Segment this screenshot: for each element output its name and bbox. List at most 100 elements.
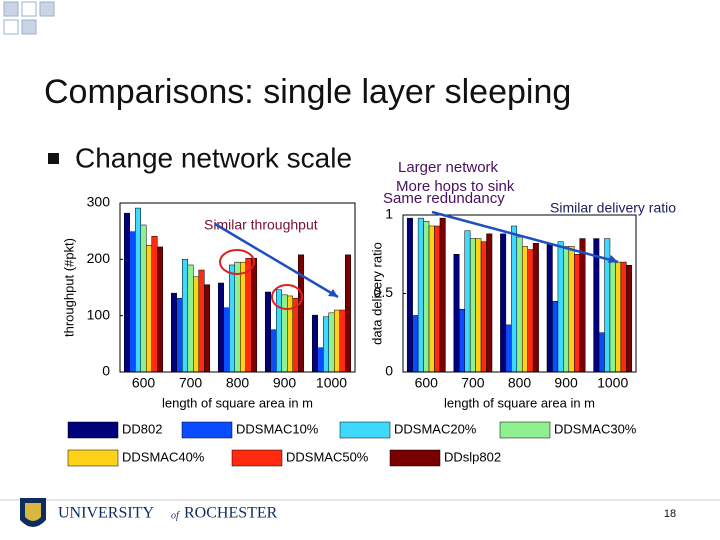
bar — [245, 257, 252, 373]
bar — [620, 261, 627, 373]
y-tick-label: 0 — [385, 363, 393, 379]
legend-label: DDSMAC50% — [286, 449, 369, 464]
bar — [228, 264, 235, 373]
x-tick-label: 700 — [461, 375, 485, 391]
bar — [475, 238, 482, 373]
legend-swatch — [231, 449, 283, 467]
bar — [223, 307, 230, 373]
bar — [609, 261, 616, 373]
bar — [615, 261, 622, 373]
bar — [412, 315, 419, 373]
bar — [170, 292, 177, 373]
bar — [275, 289, 282, 373]
y-axis-label: throughput (#pkt) — [61, 238, 76, 337]
bar — [521, 246, 528, 373]
bar — [140, 224, 147, 373]
legend-swatch — [67, 449, 119, 467]
bar — [240, 261, 247, 373]
bar — [345, 254, 352, 373]
bar — [557, 241, 564, 373]
bar — [157, 246, 164, 373]
bar — [264, 291, 271, 373]
plot-frame — [119, 202, 356, 373]
bar — [423, 221, 430, 373]
x-axis-label: length of square area in m — [162, 395, 313, 410]
logo: UNIVERSITY of ROCHESTER — [20, 498, 278, 527]
y-tick-label: 0.5 — [374, 284, 394, 300]
bar — [500, 233, 507, 373]
x-tick-label: 800 — [508, 375, 532, 391]
x-tick-label: 700 — [179, 375, 203, 391]
legend-swatch — [339, 421, 391, 439]
y-tick-label: 300 — [87, 194, 111, 210]
bar — [134, 207, 141, 373]
bar — [516, 236, 523, 373]
bar — [123, 212, 130, 373]
y-tick-label: 100 — [87, 306, 111, 322]
logo-text: of — [171, 510, 180, 521]
bar — [593, 238, 600, 373]
annotation: Similar delivery ratio — [550, 200, 676, 216]
annotation: Similar throughput — [204, 217, 318, 233]
bar — [568, 246, 575, 373]
bar — [459, 308, 465, 373]
bar — [298, 254, 305, 373]
page-number: 18 — [664, 508, 676, 520]
x-tick-label: 1000 — [316, 375, 347, 391]
annotation: Larger network — [398, 159, 499, 176]
bar — [251, 257, 258, 373]
bar — [469, 238, 476, 373]
legend-label: DDSMAC40% — [122, 449, 205, 464]
highlights — [214, 210, 619, 310]
bar — [198, 269, 205, 373]
bar — [453, 254, 460, 373]
bullet-text: Change network scale — [75, 142, 352, 173]
legend-swatch — [499, 421, 551, 439]
bar — [527, 249, 534, 373]
plot-frame — [402, 214, 637, 373]
bar — [217, 282, 224, 373]
bar — [574, 254, 580, 373]
y-tick-label: 1 — [385, 206, 393, 222]
x-tick-label: 800 — [226, 375, 250, 391]
bar — [417, 217, 424, 373]
y-axis-label: data delivery ratio — [369, 242, 384, 345]
bar — [464, 230, 471, 373]
legend-swatch — [389, 449, 441, 467]
annotation: Same redundancy — [383, 190, 505, 207]
legend-label: DDSMAC20% — [394, 421, 477, 436]
bar — [532, 243, 539, 373]
legend-label: DDSMAC10% — [236, 421, 319, 436]
bar — [546, 243, 553, 373]
bar — [193, 276, 200, 373]
bar — [181, 259, 188, 373]
bar — [292, 297, 299, 373]
annotation: More hops to sink — [396, 178, 515, 195]
bar — [598, 332, 605, 373]
logo-text: UNIVERSITY — [58, 505, 154, 522]
legend-swatch — [181, 421, 233, 439]
bar — [328, 312, 335, 373]
corner-decoration — [3, 1, 55, 35]
bar — [270, 329, 277, 373]
bar — [439, 217, 446, 373]
bar — [626, 264, 633, 373]
x-tick-label: 600 — [415, 375, 439, 391]
x-tick-label: 900 — [273, 375, 297, 391]
bar — [281, 294, 288, 373]
bar — [311, 314, 318, 373]
legend-label: DDslp802 — [444, 449, 501, 464]
bar — [334, 309, 341, 373]
bar — [176, 297, 183, 373]
legend-label: DD802 — [122, 421, 162, 436]
logo-text: ROCHESTER — [184, 505, 278, 522]
bar — [322, 316, 329, 373]
y-tick-label: 0 — [102, 363, 110, 379]
bar — [317, 347, 324, 373]
bar — [511, 225, 518, 373]
y-tick-label: 200 — [87, 250, 111, 266]
bar — [234, 261, 241, 373]
bar — [434, 225, 441, 373]
